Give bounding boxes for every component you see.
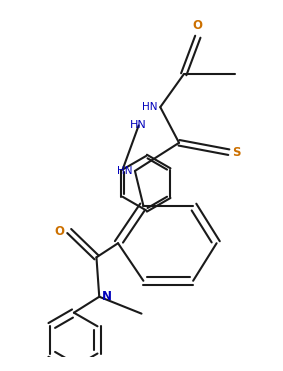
Text: HN: HN [142,102,158,112]
Text: S: S [233,146,241,159]
Text: O: O [193,19,203,32]
Text: HN: HN [130,121,147,131]
Text: N: N [102,290,112,303]
Text: O: O [55,224,65,237]
Text: HN: HN [117,166,132,176]
